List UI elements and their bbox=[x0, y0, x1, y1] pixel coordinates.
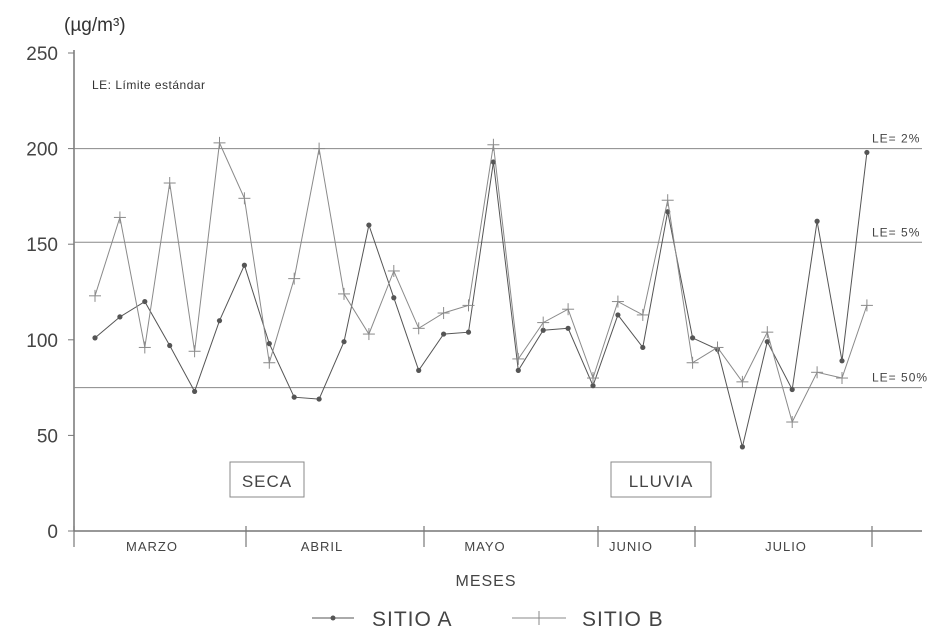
point-sitio-b-27 bbox=[736, 375, 749, 388]
reference-lines: LE= 2% LE= 5% LE= 50% bbox=[74, 132, 928, 389]
x-tick-label-marzo: MARZO bbox=[126, 539, 178, 554]
point-sitio-b-16 bbox=[462, 299, 475, 312]
point-sitio-b-8 bbox=[263, 356, 276, 369]
point-sitio-b-2 bbox=[113, 211, 126, 224]
point-sitio-b-9 bbox=[288, 272, 301, 285]
point-sitio-a-27 bbox=[739, 444, 746, 450]
point-sitio-a-3 bbox=[142, 298, 148, 305]
point-sitio-b-10 bbox=[313, 142, 326, 155]
point-sitio-b-20 bbox=[562, 303, 575, 316]
point-sitio-a-6 bbox=[216, 318, 223, 324]
point-sitio-b-12 bbox=[362, 328, 375, 341]
point-sitio-a-2 bbox=[117, 314, 123, 320]
point-sitio-b-13 bbox=[387, 264, 400, 277]
point-sitio-a-31 bbox=[839, 358, 845, 364]
point-sitio-a-14 bbox=[416, 367, 422, 373]
series-group bbox=[89, 136, 873, 450]
point-sitio-b-5 bbox=[188, 345, 201, 358]
legend: SITIO A SITIO B bbox=[312, 608, 664, 631]
point-sitio-b-24 bbox=[661, 194, 674, 207]
point-sitio-a-11 bbox=[341, 339, 347, 345]
point-sitio-a-22 bbox=[615, 312, 621, 318]
point-sitio-a-18 bbox=[515, 367, 521, 373]
x-tick-label-mayo: MAYO bbox=[464, 539, 505, 554]
x-tick-label-julio: JULIO bbox=[765, 539, 807, 554]
point-sitio-a-5 bbox=[192, 388, 198, 395]
point-sitio-a-12 bbox=[366, 222, 372, 228]
reference-label-2: LE= 50% bbox=[872, 371, 928, 385]
series-line-sitio-a bbox=[94, 152, 868, 448]
point-sitio-a-8 bbox=[266, 341, 272, 347]
point-sitio-b-7 bbox=[238, 192, 251, 205]
point-sitio-a-29 bbox=[789, 386, 795, 393]
legend-label-sitio-b: SITIO B bbox=[582, 608, 664, 631]
chart-frame bbox=[73, 50, 922, 532]
point-sitio-b-11 bbox=[338, 287, 350, 300]
point-sitio-a-15 bbox=[441, 331, 447, 337]
legend-item-sitio-b: SITIO B bbox=[512, 608, 664, 631]
point-sitio-a-20 bbox=[565, 325, 571, 331]
y-tick-label-0: 0 bbox=[47, 522, 58, 543]
point-sitio-b-31 bbox=[836, 372, 848, 385]
y-axis-ticks: 0 50 100 150 200 250 bbox=[26, 44, 74, 543]
point-sitio-a-17 bbox=[490, 159, 496, 165]
reference-label-0: LE= 2% bbox=[872, 132, 920, 146]
point-sitio-b-4 bbox=[163, 177, 176, 190]
standard-limit-note: LE: Límite estándar bbox=[92, 78, 206, 92]
point-sitio-a-13 bbox=[391, 295, 397, 301]
x-axis-label: MESES bbox=[455, 573, 516, 590]
point-sitio-b-3 bbox=[138, 341, 151, 354]
point-sitio-b-6 bbox=[213, 136, 226, 149]
point-sitio-b-29 bbox=[786, 416, 799, 429]
point-sitio-b-26 bbox=[711, 341, 724, 354]
point-sitio-a-32 bbox=[864, 149, 870, 156]
reference-label-1: LE= 5% bbox=[872, 225, 920, 239]
point-sitio-b-30 bbox=[811, 366, 824, 379]
point-sitio-a-10 bbox=[316, 396, 322, 402]
point-sitio-a-7 bbox=[241, 262, 247, 268]
point-sitio-a-28 bbox=[764, 339, 770, 345]
series-line-sitio-b bbox=[94, 141, 868, 424]
point-sitio-b-32 bbox=[860, 299, 873, 312]
y-tick-label-50: 50 bbox=[37, 426, 58, 447]
point-sitio-a-23 bbox=[640, 344, 646, 351]
point-sitio-b-18 bbox=[512, 352, 525, 365]
x-tick-label-abril: ABRIL bbox=[301, 539, 344, 554]
point-sitio-a-1 bbox=[92, 335, 98, 341]
legend-label-sitio-a: SITIO A bbox=[372, 608, 453, 631]
x-tick-label-junio: JUNIO bbox=[609, 539, 653, 554]
point-sitio-a-25 bbox=[690, 335, 696, 341]
season-label-seca: SECA bbox=[242, 472, 292, 491]
point-sitio-a-4 bbox=[167, 342, 173, 349]
point-sitio-b-14 bbox=[412, 322, 425, 335]
point-sitio-a-30 bbox=[814, 218, 820, 224]
point-sitio-b-23 bbox=[636, 308, 649, 321]
point-sitio-b-22 bbox=[611, 295, 624, 308]
y-tick-label-150: 150 bbox=[26, 235, 58, 256]
y-tick-label-200: 200 bbox=[26, 140, 58, 161]
point-sitio-b-15 bbox=[437, 307, 450, 320]
season-label-lluvia: LLUVIA bbox=[629, 472, 694, 491]
y-tick-label-100: 100 bbox=[26, 331, 58, 352]
point-sitio-b-25 bbox=[686, 356, 699, 369]
point-sitio-b-17 bbox=[487, 138, 500, 151]
season-box-lluvia: LLUVIA bbox=[610, 461, 712, 498]
point-sitio-a-9 bbox=[291, 394, 297, 400]
point-sitio-a-21 bbox=[590, 383, 596, 389]
point-sitio-b-19 bbox=[537, 316, 550, 329]
x-axis-ticks: MARZO ABRIL MAYO JUNIO JULIO bbox=[73, 526, 873, 554]
legend-item-sitio-a: SITIO A bbox=[312, 608, 453, 631]
y-axis-unit-label: (µg/m³) bbox=[64, 15, 126, 36]
point-sitio-a-16 bbox=[465, 329, 472, 335]
point-sitio-b-28 bbox=[761, 326, 774, 339]
season-box-seca: SECA bbox=[229, 461, 305, 498]
point-sitio-a-19 bbox=[540, 327, 546, 333]
y-tick-label-250: 250 bbox=[26, 44, 58, 65]
point-sitio-b-1 bbox=[89, 289, 101, 302]
point-sitio-b-21 bbox=[587, 372, 599, 385]
